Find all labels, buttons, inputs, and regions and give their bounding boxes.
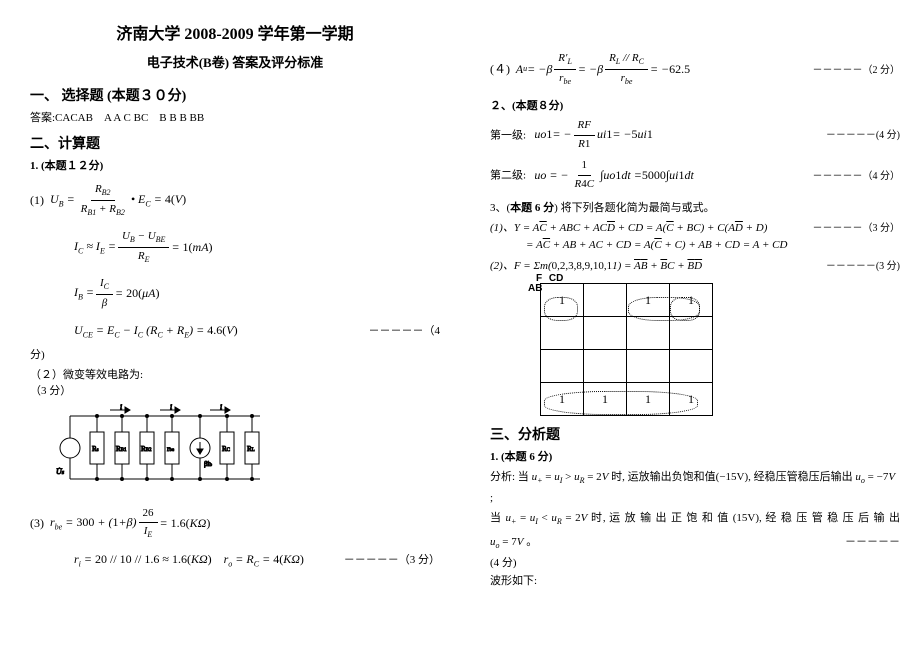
kmap-cell: 1 bbox=[541, 284, 584, 317]
section-2-heading: 二、计算题 bbox=[30, 133, 440, 153]
svg-text:RC: RC bbox=[222, 445, 231, 453]
svg-text:RB2: RB2 bbox=[141, 445, 152, 453]
kmap-cell: 1 bbox=[670, 383, 713, 416]
score-3: －－－－－（3 分） bbox=[344, 551, 440, 567]
svg-text:RL: RL bbox=[247, 445, 255, 453]
q2-label: ２、(本题８分) bbox=[490, 97, 900, 113]
kmap-cell bbox=[627, 350, 670, 383]
stage2-score: －－－－－（4 分） bbox=[813, 167, 901, 182]
kmap-cell: 1 bbox=[541, 383, 584, 416]
page-subtitle: 电子技术(B卷) 答案及评分标准 bbox=[30, 52, 440, 71]
p1-no: (1) bbox=[30, 191, 44, 210]
kmap-cell: 1 bbox=[627, 383, 670, 416]
left-column: 济南大学 2008-2009 学年第一学期 电子技术(B卷) 答案及评分标准 一… bbox=[0, 0, 460, 650]
ana3-score: －－－－－ bbox=[845, 533, 900, 549]
q3-2-line: (2)、F = Σm(0,2,3,8,9,10,11) = AB + BC + … bbox=[490, 257, 900, 273]
page-container: 济南大学 2008-2009 学年第一学期 电子技术(B卷) 答案及评分标准 一… bbox=[0, 0, 920, 650]
kmap-cell: 1 bbox=[584, 383, 627, 416]
svg-text:i: i bbox=[220, 404, 222, 411]
q1-label: 1. (本题１２分) bbox=[30, 157, 440, 173]
eq-ib: IB = IC β = 20(μA) bbox=[74, 275, 440, 313]
kmap-cell bbox=[627, 317, 670, 350]
page-title: 济南大学 2008-2009 学年第一学期 bbox=[30, 20, 440, 44]
eq-ic: IC ≈ IE = UB − UBE RE = 1(mA) bbox=[74, 228, 440, 267]
svg-text:i: i bbox=[170, 404, 172, 411]
kmap-cell bbox=[670, 317, 713, 350]
kmap: F CD AB 111 1111 bbox=[530, 283, 900, 416]
eq-ub: (1) UB = RB2 RB1 + RB2 • EC = 4(V) bbox=[30, 181, 440, 220]
q3-1-score: －－－－－（3 分） bbox=[813, 219, 901, 234]
p2-text: （２）微变等效电路为: bbox=[30, 366, 440, 382]
analysis-1: 分析: 当 u+ = uI > uR = 2V 时, 运放输出负饱和值(−15V… bbox=[490, 468, 900, 508]
svg-text:U̇s: U̇s bbox=[56, 466, 65, 475]
right-column: (４) Au = −β R′Lrbe = −β RL // RCrbe = − … bbox=[460, 0, 920, 650]
section-3-heading: 三、分析题 bbox=[490, 424, 900, 444]
score-4: －－－－－（4 bbox=[369, 322, 441, 338]
eq-au-line: (４) Au = −β R′Lrbe = −β RL // RCrbe = − … bbox=[490, 50, 900, 89]
q3-1-line: (1)、Y = AC + ABC + ACD + CD = A(C + BC) … bbox=[490, 219, 900, 235]
stage2-line: 第二级: uo = − 1R4C ∫uo1dt = 5000∫ui1dt －－－… bbox=[490, 157, 900, 193]
section-1-heading: 一、 选择题 (本题３０分) bbox=[30, 85, 440, 105]
svg-text:Rs: Rs bbox=[92, 445, 99, 453]
stage1-score: －－－－－(4 分) bbox=[826, 126, 900, 141]
q3-label: 3、(本题 6 分) 将下列各题化简为最简与或式。 bbox=[490, 199, 900, 215]
score-4-cont: 分) bbox=[30, 346, 440, 362]
svg-text:βib: βib bbox=[204, 460, 213, 468]
stage2-label: 第二级: bbox=[490, 170, 526, 182]
stage1-label: 第一级: bbox=[490, 129, 526, 141]
wave-label: 波形如下: bbox=[490, 572, 900, 588]
kmap-cell bbox=[541, 350, 584, 383]
kmap-cell: 1 bbox=[670, 284, 713, 317]
analysis-4: (4 分) bbox=[490, 554, 900, 570]
eq-rbe: (3) rbe = 300 + (1+β) 26 IE = 1.6(KΩ) bbox=[30, 505, 440, 543]
kmap-cell: 1 bbox=[627, 284, 670, 317]
kmap-cell bbox=[584, 317, 627, 350]
svg-text:RB1: RB1 bbox=[116, 445, 127, 453]
circuit-diagram: i i i U̇s Rs bbox=[50, 404, 440, 497]
section-1-answers: 答案:CACAB A A C BC B B B BB bbox=[30, 109, 440, 125]
s3-q1-label: 1. (本题 6 分) bbox=[490, 448, 900, 464]
analysis-3-line: uo = 7V 。 －－－－－ bbox=[490, 533, 900, 550]
stage1-line: 第一级: uo1 = − RFR1 ui1 = −5ui1 －－－－－(4 分) bbox=[490, 117, 900, 153]
p2-score: （3 分） bbox=[30, 382, 440, 398]
eq-uce-line: UCE = EC − IC (RC + RE) = 4.6(V) －－－－－（4 bbox=[30, 321, 440, 342]
kmap-cell bbox=[584, 284, 627, 317]
l4-score: －－－－－（2 分） bbox=[813, 61, 901, 76]
analysis-2: 当 u+ = uI < uR = 2V 时, 运 放 输 出 正 饱 和 值 (… bbox=[490, 509, 900, 530]
svg-text:rbe: rbe bbox=[167, 445, 175, 453]
eq-ri-ro-line: ri = 20 // 10 // 1.6 ≈ 1.6(KΩ) ro = RC =… bbox=[30, 550, 440, 571]
q3-1b: = AC + AB + AC + CD = A(C + C) + AB + CD… bbox=[526, 239, 900, 251]
kmap-cell bbox=[541, 317, 584, 350]
kmap-cell bbox=[670, 350, 713, 383]
q3-2-score: －－－－－(3 分) bbox=[826, 257, 900, 272]
kmap-cell bbox=[584, 350, 627, 383]
svg-text:i: i bbox=[120, 404, 122, 411]
l4-no: (４) bbox=[490, 60, 510, 79]
p3-no: (3) bbox=[30, 514, 44, 533]
